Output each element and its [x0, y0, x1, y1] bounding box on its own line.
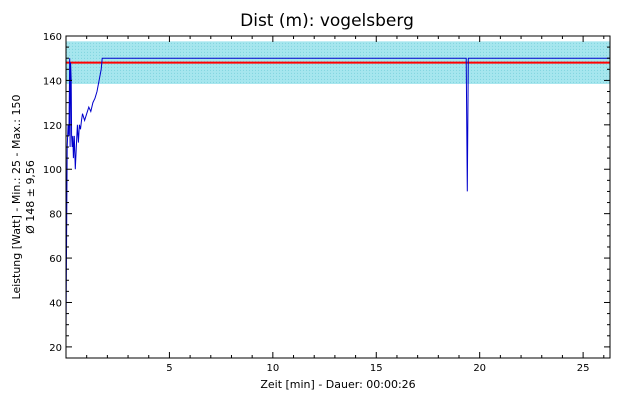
y-tick-label: 120: [43, 121, 62, 132]
y-tick-label: 140: [43, 76, 62, 87]
series-line-0: [65, 57, 610, 336]
x-tick-label: 25: [577, 363, 590, 374]
chart-title: Dist (m): vogelsberg: [240, 11, 414, 31]
x-tick-label: 10: [266, 363, 279, 374]
x-tick-label: 5: [166, 363, 172, 374]
y-tick-label: 60: [49, 254, 62, 265]
x-tick-label: 15: [370, 363, 383, 374]
y-axis-stats-label: Ø 148 ± 9,56: [24, 160, 37, 234]
y-tick-label: 80: [49, 210, 62, 221]
plot-frame: [65, 35, 611, 359]
y-axis-label: Leistung [Watt] - Min.: 25 - Max.: 150: [10, 95, 23, 300]
y-tick-label: 40: [49, 298, 62, 309]
y-tick-label: 100: [43, 165, 62, 176]
y-tick-label: 160: [43, 32, 62, 43]
x-tick-label: 20: [473, 363, 486, 374]
x-axis-label: Zeit [min] - Dauer: 00:00:26: [260, 378, 415, 391]
y-tick-label: 20: [49, 343, 62, 354]
